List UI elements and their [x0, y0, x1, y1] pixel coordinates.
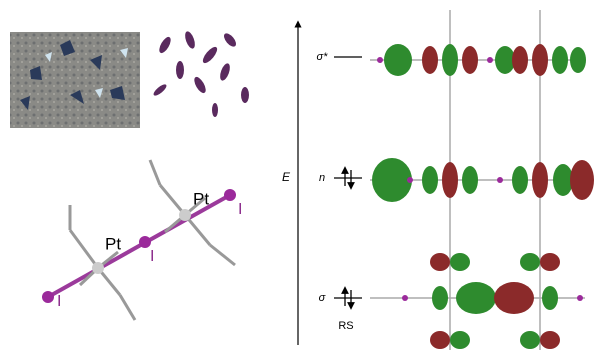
orbitals	[370, 10, 594, 350]
atom-label: I	[238, 201, 242, 218]
level-label: σ*	[317, 51, 329, 63]
levels	[334, 57, 362, 306]
axis-label: E	[282, 170, 291, 184]
level-label: n	[319, 172, 325, 184]
figure: Pt Pt I I I E σ* n σ RS	[0, 0, 603, 358]
level-label: σ	[319, 292, 326, 304]
atom-label: Pt	[193, 189, 209, 208]
atom-label: I	[150, 248, 154, 265]
crystal-photos	[10, 30, 249, 128]
molecule: Pt Pt I I I	[42, 160, 242, 320]
atom-label: Pt	[105, 234, 121, 253]
footnote: RS	[338, 320, 353, 332]
atom-label: I	[57, 293, 61, 310]
